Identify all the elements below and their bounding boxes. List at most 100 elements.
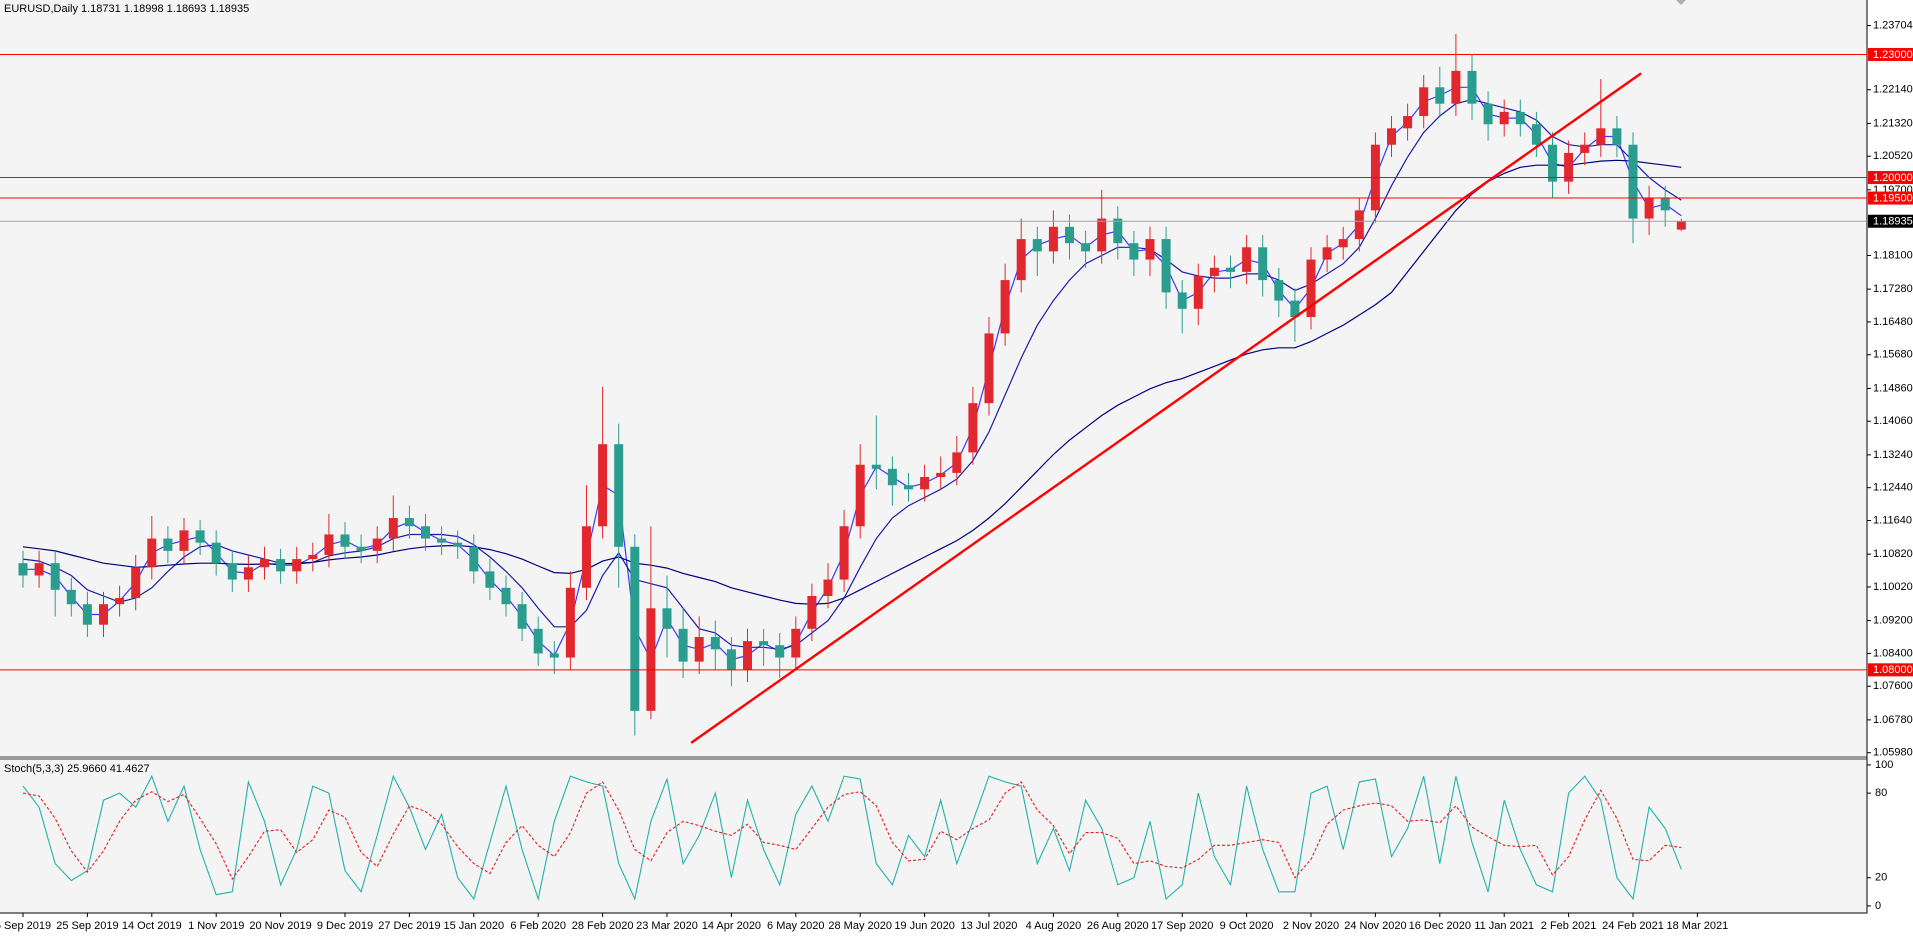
y-tick-label: 1.11640 <box>1873 514 1912 526</box>
candle-body <box>565 587 575 658</box>
candle-body <box>1032 239 1042 252</box>
y-tick-label: 1.09200 <box>1873 615 1913 627</box>
x-tick-label: 16 Dec 2020 <box>1409 920 1471 932</box>
candle-body <box>517 604 527 629</box>
candle-body <box>34 563 44 576</box>
candle-body <box>952 452 962 473</box>
level-label-box <box>1868 663 1913 677</box>
y-tick-label: 80 <box>1875 787 1887 799</box>
level-label: 1.20000 <box>1873 172 1913 184</box>
y-tick-label: 1.08400 <box>1873 647 1913 659</box>
x-tick-label: 1 Nov 2019 <box>188 920 244 932</box>
y-tick-label: 20 <box>1875 872 1887 884</box>
candle-body <box>871 464 881 469</box>
candle-body <box>582 526 591 588</box>
candle-body <box>324 534 334 555</box>
candle-body <box>1016 239 1026 281</box>
candle-body <box>1193 276 1203 309</box>
y-tick-label: 1.20520 <box>1873 150 1913 162</box>
candle-body <box>421 526 430 539</box>
candle-body <box>984 333 994 404</box>
y-tick-label: 1.23704 <box>1873 19 1913 31</box>
candle-body <box>404 518 414 527</box>
candle-body <box>1419 87 1429 117</box>
candle-body <box>1290 300 1300 318</box>
candle-body <box>1564 152 1574 182</box>
candle-body <box>839 526 849 580</box>
x-tick-label: 14 Apr 2020 <box>702 920 761 932</box>
candle-body <box>1676 221 1686 230</box>
y-tick-label: 1.21320 <box>1873 117 1913 129</box>
stoch-plot <box>22 774 1682 902</box>
y-tick-label: 1.14060 <box>1873 415 1913 427</box>
candle-body <box>1113 218 1123 244</box>
candle-body <box>82 604 92 625</box>
axes: 1.237041.221401.213201.205201.197001.181… <box>0 19 1913 932</box>
x-tick-label: 17 Sep 2020 <box>1151 920 1213 932</box>
candle-body <box>147 538 157 568</box>
x-tick-label: 6 May 2020 <box>767 920 824 932</box>
x-tick-label: 24 Feb 2021 <box>1602 920 1664 932</box>
stoch-line <box>22 774 1682 902</box>
candle-body <box>115 598 125 605</box>
panel-separator <box>0 756 1867 760</box>
x-tick-label: 11 Jan 2021 <box>1474 920 1534 932</box>
x-tick-label: 25 Sep 2019 <box>56 920 118 932</box>
x-tick-label: 6 Feb 2020 <box>510 920 566 932</box>
candle-body <box>388 518 398 539</box>
candle-body <box>292 559 302 572</box>
y-tick-label: 1.10020 <box>1873 581 1913 593</box>
stoch-panel <box>0 760 1867 913</box>
x-tick-label: 13 Jul 2020 <box>961 920 1018 932</box>
y-tick-label: 1.10820 <box>1873 548 1913 560</box>
candle-body <box>1644 198 1654 219</box>
candle-body <box>1628 144 1638 219</box>
candle-body <box>549 653 559 658</box>
candle-body <box>179 530 189 551</box>
y-tick-label: 1.18100 <box>1873 249 1913 261</box>
price-panel <box>0 0 1867 757</box>
candle-body <box>614 444 624 547</box>
x-tick-label: 18 Mar 2021 <box>1667 920 1729 932</box>
candle-body <box>855 464 865 527</box>
candle-body <box>1499 111 1509 125</box>
candle-body <box>227 563 237 580</box>
y-tick-label: 1.05980 <box>1873 747 1913 759</box>
candle-body <box>501 587 511 605</box>
candle-body <box>66 589 76 605</box>
candle-body <box>646 608 656 711</box>
y-tick-label: 1.13240 <box>1873 449 1913 461</box>
candle-body <box>1000 280 1010 334</box>
candle-body <box>1435 87 1445 104</box>
candle-body <box>1097 218 1107 252</box>
candle-body <box>775 645 785 658</box>
candle-body <box>163 538 173 551</box>
candle-body <box>469 546 479 572</box>
level-label-box <box>1868 47 1913 61</box>
x-tick-label: 23 Mar 2020 <box>636 920 698 932</box>
candle-body <box>211 542 221 564</box>
candle-body <box>533 628 543 654</box>
candle-body <box>936 472 946 478</box>
candle-body <box>1161 239 1171 293</box>
candle-body <box>485 571 495 588</box>
candle-body <box>726 649 736 670</box>
candle-body <box>887 468 897 486</box>
candle-body <box>1065 226 1074 244</box>
candle-body <box>968 403 978 453</box>
price-plot <box>0 33 1867 744</box>
candle-body <box>50 563 60 590</box>
x-tick-label: 19 Jun 2020 <box>894 920 955 932</box>
candle-body <box>308 554 318 560</box>
x-tick-label: 2 Feb 2021 <box>1541 920 1597 932</box>
y-tick-label: 0 <box>1875 900 1881 912</box>
x-tick-label: 20 Nov 2019 <box>249 920 311 932</box>
candle-body <box>1467 70 1477 104</box>
stoch-line <box>22 781 1682 881</box>
level-label-box <box>1868 191 1913 205</box>
x-tick-label: 9 Oct 2020 <box>1220 920 1274 932</box>
candle-body <box>1081 243 1091 252</box>
candle-body <box>1258 247 1268 281</box>
level-label: 1.08000 <box>1873 664 1913 676</box>
